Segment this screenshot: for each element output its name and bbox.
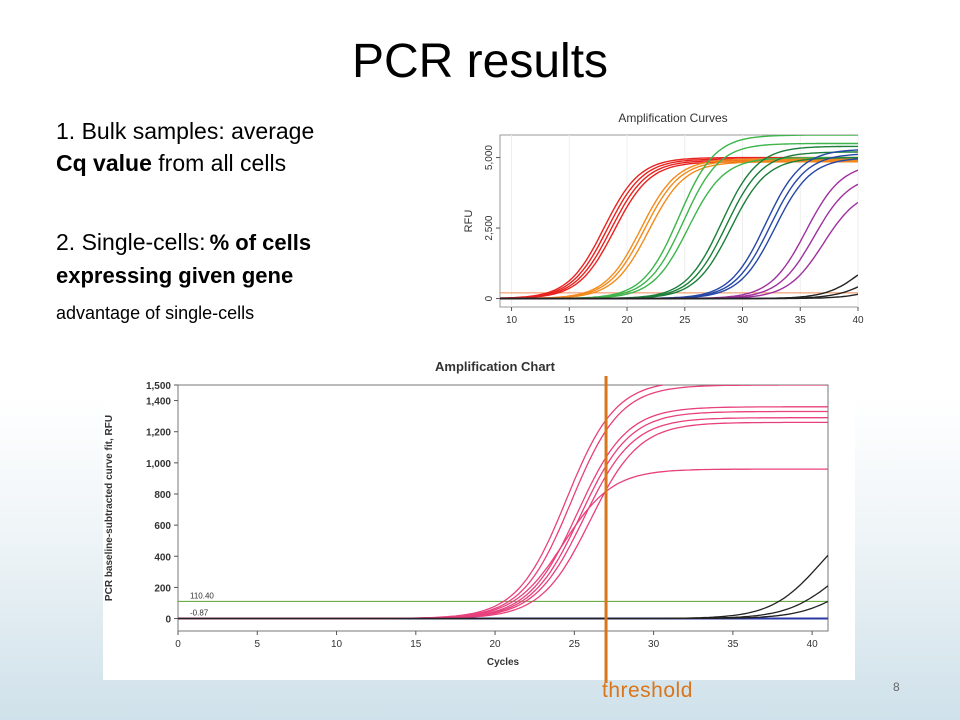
x-tick-label: 5 bbox=[254, 639, 260, 650]
x-tick-label: 35 bbox=[795, 315, 807, 326]
x-tick-label: 30 bbox=[737, 315, 749, 326]
y-tick-label: 800 bbox=[154, 490, 171, 501]
single-cell-advantage-note: advantage of single-cells bbox=[56, 303, 255, 323]
x-tick-label: 40 bbox=[807, 639, 819, 650]
x-tick-label: 15 bbox=[410, 639, 422, 650]
y-tick-label: 0 bbox=[165, 615, 171, 626]
bullet-bulk-line1: 1. Bulk samples: average bbox=[56, 118, 315, 144]
y-axis-label: PCR baseline-subtracted curve fit, RFU bbox=[104, 415, 115, 601]
bullet-bulk-samples: 1. Bulk samples: average Cq value from a… bbox=[56, 115, 386, 179]
y-tick-label: 200 bbox=[154, 583, 171, 594]
plot-series-group bbox=[500, 135, 858, 300]
plot-area bbox=[177, 384, 829, 632]
y-tick-label: 1,400 bbox=[146, 397, 171, 408]
x-tick-label: 25 bbox=[569, 639, 581, 650]
y-tick-label: 5,000 bbox=[484, 145, 495, 170]
x-tick-label: 20 bbox=[490, 639, 502, 650]
x-tick-label: 30 bbox=[648, 639, 660, 650]
bullet-single-bold2: expressing given gene bbox=[56, 263, 294, 288]
x-tick-label: 10 bbox=[506, 315, 518, 326]
bullet-single-lead: 2. Single-cells: bbox=[56, 229, 206, 255]
threshold-value-label: 110.40 bbox=[190, 591, 214, 600]
x-tick-label: 20 bbox=[621, 315, 633, 326]
y-axis-label: RFU bbox=[463, 210, 475, 233]
x-tick-label: 10 bbox=[331, 639, 343, 650]
x-tick-label: 25 bbox=[679, 315, 691, 326]
y-tick-label: 1,000 bbox=[146, 459, 171, 470]
y-tick-label: 2,500 bbox=[484, 215, 495, 240]
chart-title: Amplification Curves bbox=[618, 111, 727, 125]
y-tick-label: 400 bbox=[154, 552, 171, 563]
threshold-label: threshold bbox=[602, 679, 693, 702]
plot-series-group bbox=[178, 385, 828, 620]
bullet-bulk-rest: from all cells bbox=[151, 150, 287, 176]
amplification-curves-chart: Amplification Curves 10 15 20 25 30 35 40 0 2,500… bbox=[463, 111, 864, 326]
threshold-value-label: -0.87 bbox=[190, 609, 209, 618]
y-tick-label: 1,200 bbox=[146, 428, 171, 439]
x-tick-label: 15 bbox=[564, 315, 576, 326]
x-tick-label: 35 bbox=[727, 639, 739, 650]
amplification-curve bbox=[500, 293, 858, 300]
x-axis-label: Cycles bbox=[487, 657, 520, 668]
bullet-bulk-bold: Cq value bbox=[56, 150, 152, 176]
page-number: 8 bbox=[893, 680, 900, 694]
bullet-single-cells: 2. Single-cells:% of cells expressing gi… bbox=[56, 226, 386, 292]
y-tick-label: 600 bbox=[154, 521, 171, 532]
x-tick-label: 40 bbox=[852, 315, 864, 326]
x-tick-label: 0 bbox=[175, 639, 181, 650]
amplification-curve bbox=[178, 600, 828, 620]
slide-title: PCR results bbox=[351, 35, 609, 88]
chart-title: Amplification Chart bbox=[435, 359, 556, 374]
y-tick-label: 0 bbox=[484, 295, 495, 301]
bullet-single-bold1: % of cells bbox=[209, 230, 312, 255]
y-tick-label: 1,500 bbox=[146, 381, 171, 392]
